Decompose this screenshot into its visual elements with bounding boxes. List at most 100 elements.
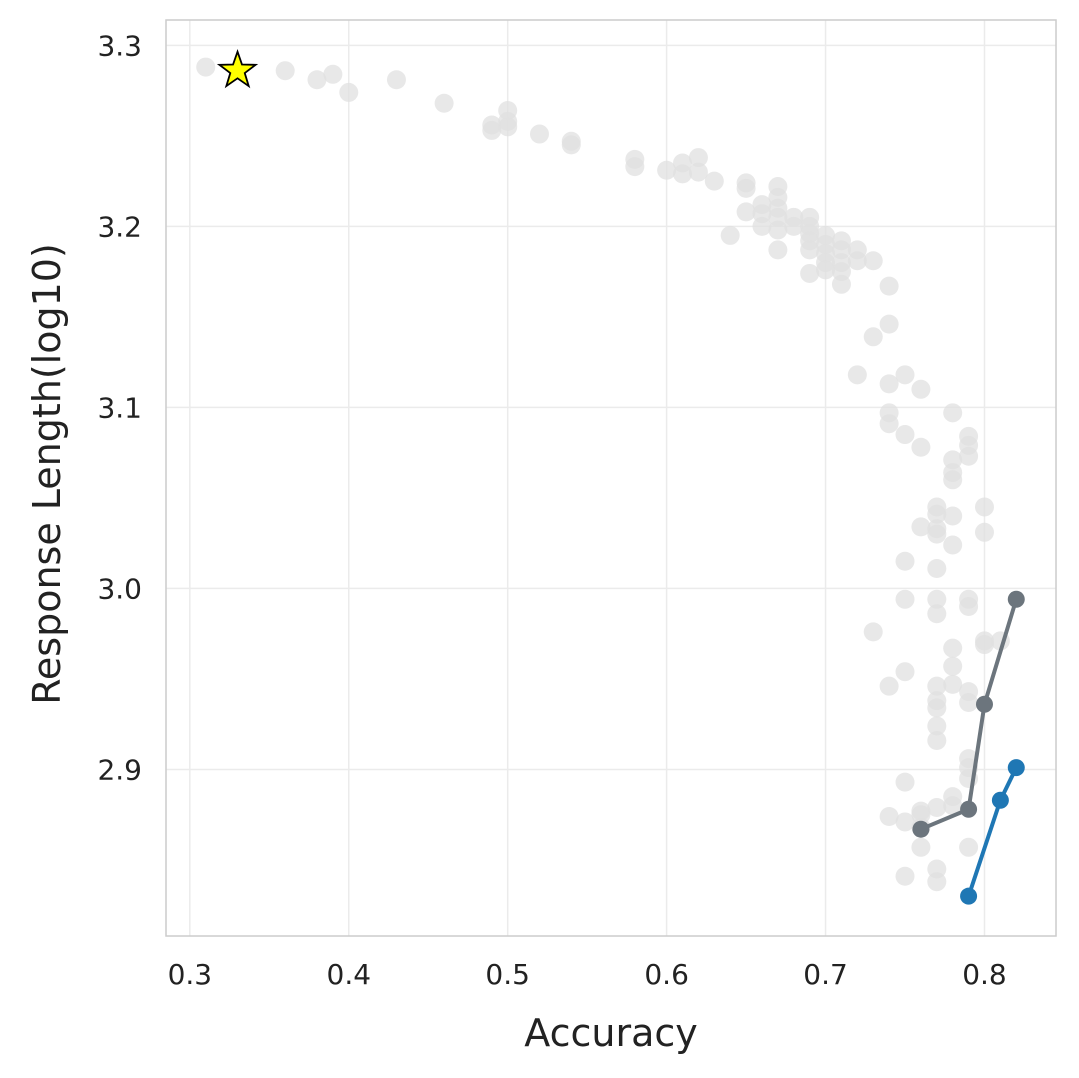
background-point bbox=[943, 535, 963, 555]
background-point bbox=[307, 70, 327, 90]
background-point bbox=[927, 504, 947, 524]
background-point bbox=[943, 674, 963, 694]
background-point bbox=[561, 135, 581, 155]
background-point bbox=[927, 676, 947, 696]
background-point bbox=[768, 240, 788, 260]
x-tick-label: 0.8 bbox=[962, 958, 1007, 991]
series-point bbox=[1007, 590, 1025, 608]
background-point bbox=[879, 414, 899, 434]
background-point bbox=[386, 70, 406, 90]
x-tick-label: 0.4 bbox=[327, 958, 372, 991]
background-point bbox=[863, 251, 883, 271]
background-point bbox=[959, 597, 979, 617]
y-tick-label: 3.3 bbox=[97, 29, 142, 62]
background-point bbox=[863, 622, 883, 642]
x-tick-label: 0.5 bbox=[485, 958, 530, 991]
y-axis-ticks: 2.9 3.0 3.1 3.2 3.3 bbox=[97, 29, 142, 786]
series-point bbox=[912, 820, 930, 838]
background-point bbox=[879, 676, 899, 696]
background-point bbox=[196, 57, 216, 77]
background-point bbox=[943, 403, 963, 423]
background-point bbox=[927, 698, 947, 718]
background-point bbox=[704, 171, 724, 191]
background-point bbox=[275, 61, 295, 81]
background-point bbox=[498, 111, 518, 131]
background-point bbox=[895, 866, 915, 886]
background-point bbox=[895, 772, 915, 792]
background-point bbox=[736, 178, 756, 198]
background-point bbox=[688, 148, 708, 168]
x-tick-label: 0.6 bbox=[644, 958, 689, 991]
background-point bbox=[847, 365, 867, 385]
background-point bbox=[879, 807, 899, 827]
background-point bbox=[800, 263, 820, 283]
background-point bbox=[879, 374, 899, 394]
background-point bbox=[482, 120, 502, 140]
background-point bbox=[927, 604, 947, 624]
series-line bbox=[966, 766, 1019, 897]
background-point bbox=[323, 64, 343, 84]
background-point bbox=[911, 379, 931, 399]
background-point bbox=[927, 872, 947, 892]
background-point bbox=[895, 551, 915, 571]
background-point bbox=[895, 425, 915, 445]
star-point bbox=[216, 48, 259, 89]
grid-lines bbox=[166, 20, 1056, 936]
background-point bbox=[339, 82, 359, 102]
background-point bbox=[927, 589, 947, 609]
x-axis-title: Accuracy bbox=[524, 1011, 698, 1055]
background-points bbox=[196, 57, 1010, 892]
background-point bbox=[895, 662, 915, 682]
y-tick-label: 3.0 bbox=[97, 572, 142, 605]
background-point bbox=[863, 327, 883, 347]
background-point bbox=[895, 812, 915, 832]
series-point bbox=[975, 695, 993, 713]
highlighted-series bbox=[912, 590, 1025, 905]
background-point bbox=[911, 517, 931, 537]
background-point bbox=[847, 251, 867, 271]
background-point bbox=[943, 506, 963, 526]
background-point bbox=[657, 160, 677, 180]
background-point bbox=[768, 220, 788, 240]
background-point bbox=[943, 638, 963, 658]
y-axis-title: Response Length(log10) bbox=[25, 243, 69, 705]
background-point bbox=[943, 796, 963, 816]
background-point bbox=[959, 446, 979, 466]
background-point bbox=[895, 365, 915, 385]
background-point bbox=[816, 260, 836, 280]
y-tick-label: 3.1 bbox=[97, 391, 142, 424]
series-point bbox=[991, 791, 1009, 809]
y-tick-label: 3.2 bbox=[97, 210, 142, 243]
background-point bbox=[784, 216, 804, 236]
background-point bbox=[974, 522, 994, 542]
background-point bbox=[895, 589, 915, 609]
series-point bbox=[960, 800, 978, 818]
background-point bbox=[879, 276, 899, 296]
background-point bbox=[625, 157, 645, 177]
background-point bbox=[831, 274, 851, 294]
background-point bbox=[943, 470, 963, 490]
star-marker bbox=[216, 48, 259, 89]
plot-frame bbox=[165, 19, 1057, 937]
background-point bbox=[974, 497, 994, 517]
background-point bbox=[529, 124, 549, 144]
background-point bbox=[911, 437, 931, 457]
background-point bbox=[752, 216, 772, 236]
background-point bbox=[800, 240, 820, 260]
background-point bbox=[943, 656, 963, 676]
x-tick-label: 0.7 bbox=[803, 958, 848, 991]
x-tick-label: 0.3 bbox=[168, 958, 213, 991]
series-point bbox=[960, 887, 978, 905]
background-point bbox=[720, 225, 740, 245]
background-point bbox=[927, 716, 947, 736]
background-point bbox=[927, 524, 947, 544]
background-point bbox=[959, 837, 979, 857]
series-point bbox=[1007, 759, 1025, 777]
x-axis-ticks: 0.3 0.4 0.5 0.6 0.7 0.8 bbox=[168, 958, 1007, 991]
series-line bbox=[920, 598, 1019, 832]
y-tick-label: 2.9 bbox=[97, 753, 142, 786]
background-point bbox=[911, 837, 931, 857]
background-point bbox=[688, 162, 708, 182]
background-point bbox=[927, 559, 947, 579]
